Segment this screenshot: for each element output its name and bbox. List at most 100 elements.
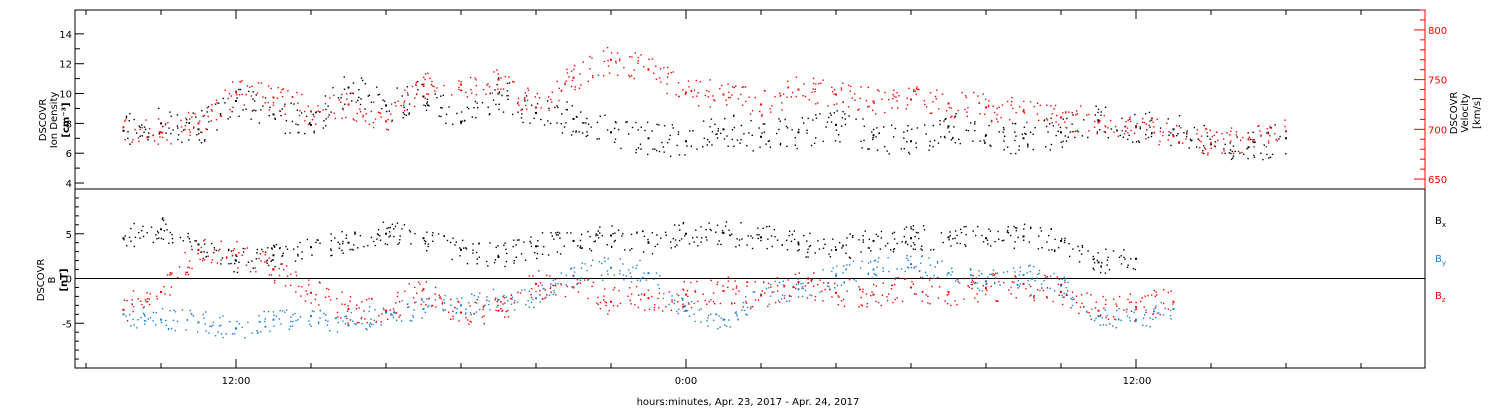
density-dot-365 bbox=[748, 132, 750, 134]
bz-dot-55 bbox=[210, 261, 213, 264]
density-dot-522 bbox=[1015, 135, 1017, 137]
by-point-1 bbox=[160, 318, 162, 321]
density-dot-472 bbox=[915, 142, 917, 144]
bz-dot-67 bbox=[238, 252, 240, 254]
bz-dot-109 bbox=[290, 273, 292, 275]
bx-dot-120 bbox=[337, 241, 339, 244]
by-dot-123 bbox=[319, 310, 322, 312]
bz-dot-451 bbox=[892, 301, 894, 304]
bx-dot-439 bbox=[842, 244, 844, 246]
by-dot-352 bbox=[735, 313, 738, 315]
by-dot-419 bbox=[840, 284, 843, 286]
by-dot-121 bbox=[344, 315, 346, 318]
velocity-dot-172 bbox=[390, 103, 393, 105]
by-dot-460 bbox=[873, 273, 876, 275]
bx-dot-409 bbox=[814, 252, 816, 254]
density-dot-206 bbox=[476, 106, 479, 109]
by-dot-491 bbox=[959, 282, 961, 284]
density-dot-157 bbox=[403, 106, 405, 109]
velocity-dot-547 bbox=[1045, 117, 1048, 120]
velocity-dot-305 bbox=[637, 56, 640, 59]
bx-dot-382 bbox=[797, 250, 799, 252]
bz-dot-410 bbox=[822, 300, 824, 302]
density-dot-275 bbox=[575, 115, 578, 118]
bx-dot-70 bbox=[236, 271, 239, 274]
velocity-dot-276 bbox=[597, 74, 600, 76]
by-dot-250 bbox=[557, 283, 559, 285]
by-dot-366 bbox=[746, 306, 749, 309]
bz-dot-328 bbox=[677, 301, 679, 303]
bz-dot-126 bbox=[347, 322, 349, 324]
bx-dot-169 bbox=[391, 223, 394, 226]
velocity-dot-361 bbox=[737, 98, 740, 100]
density-dot-463 bbox=[911, 128, 913, 131]
bx-dot-412 bbox=[818, 248, 821, 250]
velocity-dot-591 bbox=[1125, 121, 1127, 123]
velocity-dot-228 bbox=[513, 81, 515, 83]
bx-dot-219 bbox=[472, 252, 474, 254]
bz-dot-105 bbox=[308, 284, 310, 286]
density-dot-196 bbox=[426, 98, 429, 101]
bx-dot-234 bbox=[503, 244, 505, 247]
velocity-dot-336 bbox=[709, 79, 711, 81]
density-dot-39 bbox=[188, 122, 190, 124]
by-dot-239 bbox=[514, 300, 516, 302]
bx-dot-410 bbox=[806, 251, 809, 254]
density-dot-561 bbox=[1064, 135, 1066, 137]
bz-point-1 bbox=[160, 290, 162, 293]
bx-dot-386 bbox=[781, 244, 783, 247]
by-dot-149 bbox=[369, 325, 371, 328]
velocity-dot-33 bbox=[189, 134, 191, 136]
velocity-dot-127 bbox=[317, 110, 320, 112]
bz-point-6 bbox=[347, 307, 350, 310]
velocity-dot-668 bbox=[1275, 138, 1277, 141]
bz-dot-220 bbox=[531, 287, 533, 290]
density-dot-73 bbox=[245, 108, 247, 110]
bz-dot-322 bbox=[653, 306, 656, 309]
velocity-dot-219 bbox=[486, 84, 488, 86]
density-dot-138 bbox=[383, 100, 386, 102]
by-dot-153 bbox=[350, 311, 353, 314]
density-dot-176 bbox=[445, 122, 447, 125]
bx-dot-524 bbox=[1007, 229, 1009, 232]
velocity-dot-74 bbox=[267, 85, 270, 87]
bx-dot-221 bbox=[515, 244, 517, 246]
bz-dot-424 bbox=[866, 302, 869, 305]
density-dot-656 bbox=[1224, 143, 1226, 146]
by-dot-186 bbox=[431, 305, 433, 308]
density-dot-337 bbox=[709, 126, 711, 128]
velocity-dot-535 bbox=[1046, 119, 1049, 121]
density-dot-407 bbox=[807, 117, 809, 120]
density-dot-141 bbox=[352, 92, 354, 95]
velocity-dot-310 bbox=[663, 66, 665, 69]
density-dot-588 bbox=[1116, 129, 1118, 131]
bz-dot-80 bbox=[268, 257, 270, 259]
by-dot-174 bbox=[401, 300, 403, 302]
bz-dot-429 bbox=[871, 291, 873, 293]
by-dot-199 bbox=[461, 297, 463, 299]
velocity-dot-382 bbox=[786, 80, 789, 83]
velocity-dot-593 bbox=[1104, 126, 1107, 128]
bx-dot-424 bbox=[845, 252, 847, 255]
density-dot-322 bbox=[663, 125, 666, 127]
by-dot-395 bbox=[786, 300, 788, 303]
density-dot-678 bbox=[1285, 153, 1287, 155]
bz-dot-478 bbox=[927, 295, 929, 298]
bz-dot-202 bbox=[481, 316, 484, 318]
by-dot-614 bbox=[1152, 310, 1155, 313]
bx-dot-48 bbox=[230, 262, 232, 265]
bz-dot-61 bbox=[204, 238, 206, 241]
bx-dot-101 bbox=[294, 260, 297, 262]
bx-dot-433 bbox=[864, 230, 866, 232]
density-dot-277 bbox=[587, 123, 590, 125]
density-dot-634 bbox=[1209, 138, 1211, 140]
velocity-dot-614 bbox=[1156, 118, 1159, 120]
velocity-dot-555 bbox=[1076, 113, 1079, 115]
bz-dot-400 bbox=[824, 288, 826, 291]
bx-dot-558 bbox=[1078, 261, 1081, 263]
bz-dot-231 bbox=[500, 307, 502, 310]
bx-dot-451 bbox=[893, 247, 896, 250]
density-dot-618 bbox=[1202, 152, 1205, 155]
bx-dot-357 bbox=[725, 221, 728, 223]
bz-dot-176 bbox=[425, 304, 427, 306]
